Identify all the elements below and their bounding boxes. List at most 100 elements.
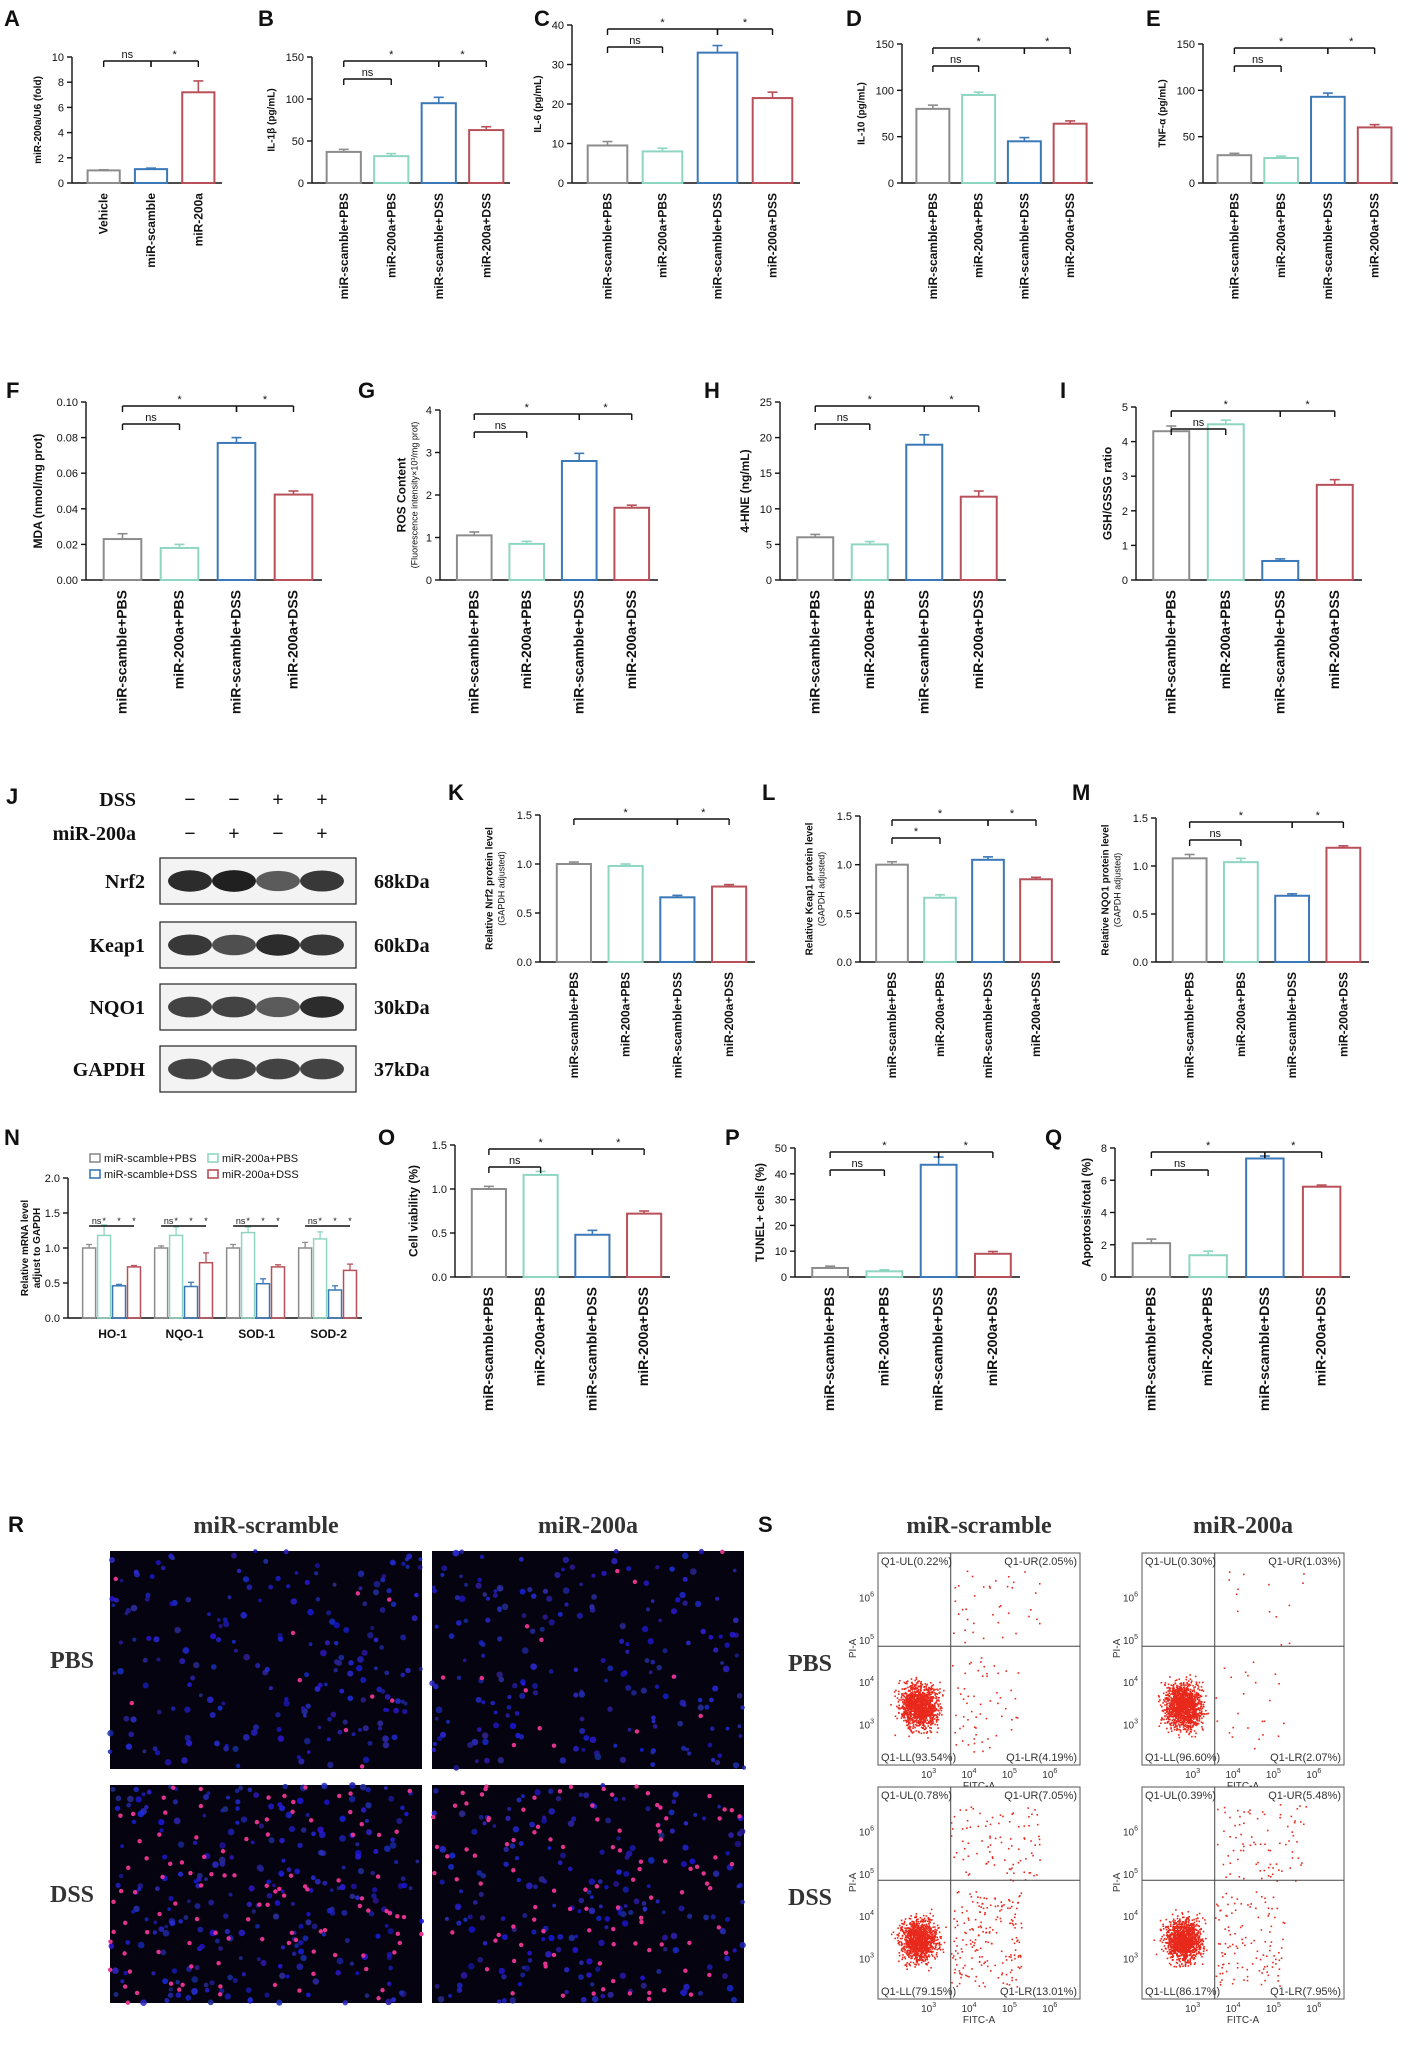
nucleus	[224, 1993, 231, 2000]
tunel-positive-cell	[286, 1940, 292, 1946]
sig-label: ns	[1252, 54, 1264, 66]
nucleus	[700, 1628, 706, 1635]
event-dot	[909, 1726, 912, 1728]
event-dot	[1184, 1719, 1186, 1721]
protein-name: Nrf2	[105, 871, 145, 893]
y-tick-label: 2.0	[45, 1173, 60, 1185]
event-dot	[1165, 1718, 1168, 1720]
event-dot	[903, 1714, 905, 1717]
event-dot	[910, 1698, 913, 1700]
nucleus	[336, 1957, 344, 1965]
nucleus	[501, 1998, 507, 2004]
event-dot	[1184, 1708, 1187, 1710]
event-dot	[1192, 1725, 1194, 1727]
nucleus	[626, 1566, 632, 1572]
nucleus	[554, 1571, 561, 1579]
event-dot	[1160, 1719, 1163, 1721]
event-dot	[920, 1708, 923, 1711]
nucleus	[164, 1998, 170, 2004]
nucleus	[208, 1899, 215, 1906]
tunel-positive-cell	[567, 1906, 573, 1912]
nucleus	[462, 1658, 467, 1663]
event-dot	[937, 1704, 940, 1707]
tunel-positive-cell	[244, 1836, 249, 1842]
nucleus	[722, 1665, 730, 1673]
tunel-positive-cell	[587, 1928, 592, 1933]
tunel-positive-cell	[454, 1877, 459, 1882]
nucleus	[557, 1611, 563, 1617]
tunel-positive-cell	[395, 1914, 400, 1919]
event-dot	[931, 1955, 934, 1957]
nucleus	[120, 1979, 125, 1984]
tunel-positive-cell	[535, 1824, 541, 1829]
nucleus	[654, 1684, 660, 1689]
bar	[468, 129, 505, 184]
nucleus	[586, 1889, 592, 1895]
event-dot	[1202, 1722, 1204, 1724]
event-dot	[1182, 1682, 1185, 1685]
event-dot	[923, 1693, 925, 1696]
event-dot	[911, 1692, 914, 1695]
sig-label: ns	[236, 1216, 246, 1226]
event-dot	[1198, 1681, 1201, 1684]
event-dot	[938, 1692, 940, 1694]
event-dot	[906, 1680, 909, 1682]
tunel-positive-cell	[108, 1967, 113, 1973]
treatment-sign: −	[228, 789, 239, 811]
tunel-positive-cell	[683, 1968, 688, 1973]
nucleus	[739, 1941, 746, 1949]
event-dot	[1174, 1710, 1176, 1713]
tunel-positive-cell	[655, 1802, 660, 1808]
nucleus	[712, 1685, 719, 1692]
tunel-positive-cell	[387, 1597, 392, 1602]
event-dot	[896, 1717, 898, 1720]
bar	[1245, 1157, 1285, 1278]
nucleus	[140, 1999, 147, 2006]
event-dot	[1195, 1682, 1198, 1684]
event-dot	[927, 1697, 929, 1699]
panel-letter: G	[358, 378, 375, 403]
tunel-positive-cell	[161, 1795, 166, 1800]
y-axis-label: TUNEL+ cells (%)	[753, 1163, 767, 1262]
event-dot	[1244, 1671, 1247, 1674]
event-dot	[921, 1692, 924, 1694]
treatment-sign: +	[228, 823, 239, 845]
nucleus	[591, 1593, 597, 1600]
protein-band	[300, 1058, 344, 1080]
event-dot	[1182, 1691, 1185, 1694]
event-dot	[937, 1705, 940, 1708]
event-dot	[1191, 1717, 1194, 1719]
tunel-positive-cell	[305, 1887, 310, 1892]
bar	[865, 1270, 904, 1278]
nucleus	[477, 1956, 484, 1963]
event-dot	[1004, 1707, 1007, 1710]
nucleus	[728, 1832, 734, 1838]
event-dot	[1195, 1703, 1198, 1705]
tunel-positive-cell	[297, 1677, 302, 1683]
nucleus	[598, 1904, 603, 1909]
nucleus	[485, 1617, 491, 1623]
event-dot	[1187, 1708, 1189, 1711]
event-dot	[1182, 1694, 1184, 1697]
event-dot	[1180, 1690, 1183, 1693]
nucleus	[662, 1936, 667, 1941]
event-dot	[1192, 1709, 1195, 1712]
event-dot	[1193, 1708, 1196, 1710]
event-dot	[913, 1685, 916, 1688]
protein-band	[212, 934, 256, 956]
nucleus	[731, 1996, 737, 2003]
event-dot	[903, 1719, 905, 1722]
event-dot	[1179, 1724, 1181, 1726]
nucleus	[387, 1928, 394, 1935]
nucleus	[382, 1735, 389, 1743]
tunel-positive-cell	[281, 1893, 287, 1898]
nucleus	[669, 1566, 675, 1572]
event-dot	[1190, 1716, 1192, 1719]
nucleus	[521, 1794, 525, 1798]
event-dot	[912, 1707, 915, 1709]
sig-label: *	[882, 1140, 887, 1152]
nucleus	[434, 1624, 439, 1629]
event-dot	[931, 1703, 934, 1706]
tunel-positive-cell	[111, 1929, 116, 1935]
